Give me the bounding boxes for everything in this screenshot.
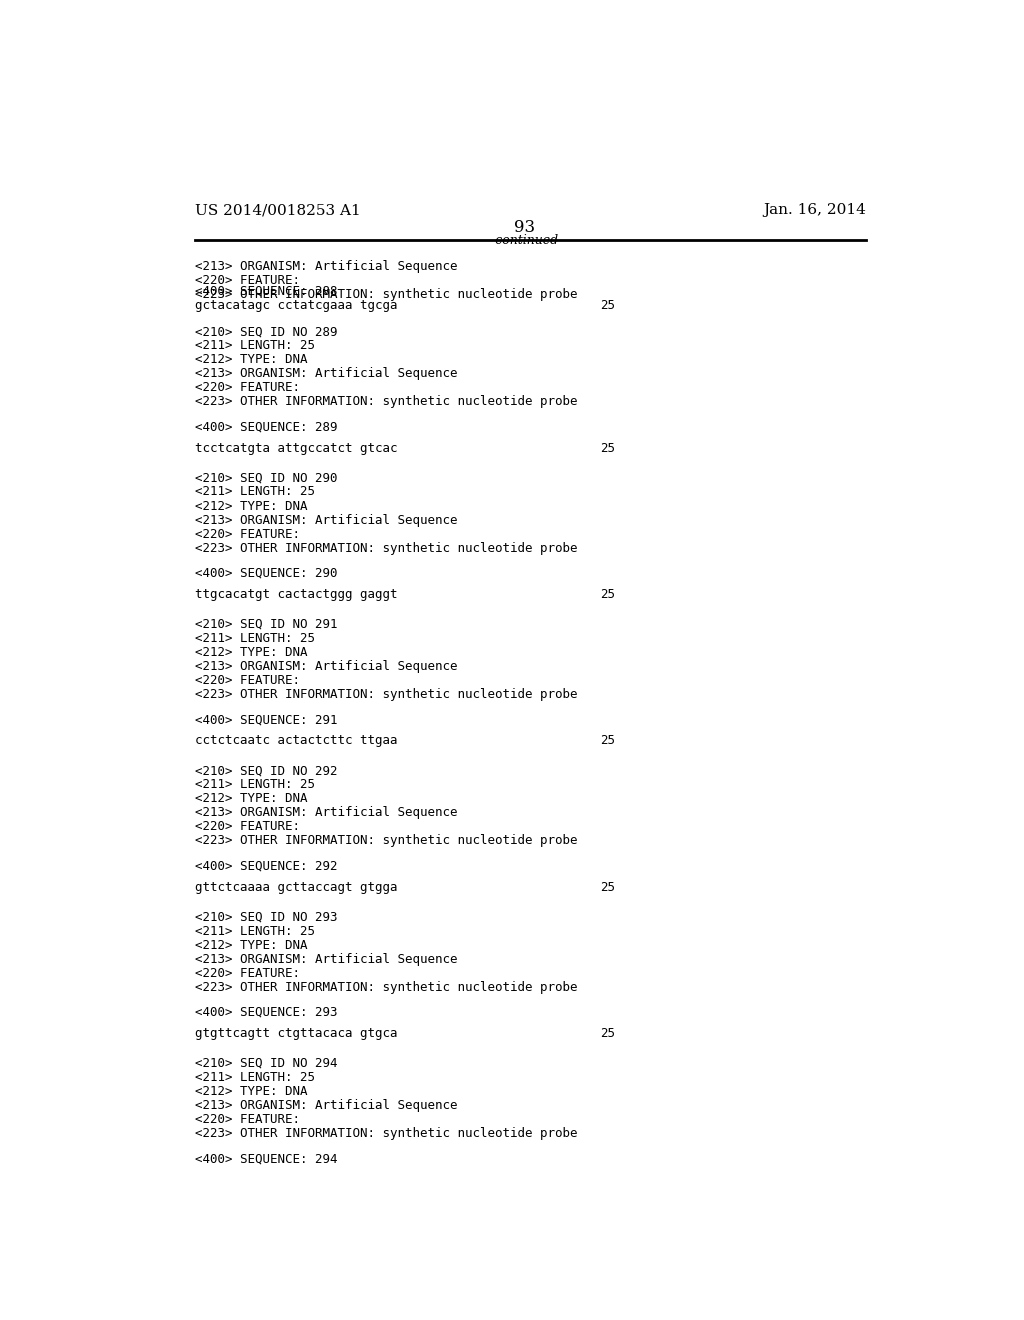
Text: <400> SEQUENCE: 292: <400> SEQUENCE: 292 <box>196 859 338 873</box>
Text: <213> ORGANISM: Artificial Sequence: <213> ORGANISM: Artificial Sequence <box>196 807 458 820</box>
Text: <211> LENGTH: 25: <211> LENGTH: 25 <box>196 339 315 352</box>
Text: -continued: -continued <box>492 234 558 247</box>
Text: <213> ORGANISM: Artificial Sequence: <213> ORGANISM: Artificial Sequence <box>196 1100 458 1111</box>
Text: <211> LENGTH: 25: <211> LENGTH: 25 <box>196 924 315 937</box>
Text: 25: 25 <box>600 298 615 312</box>
Text: ttgcacatgt cactactggg gaggt: ttgcacatgt cactactggg gaggt <box>196 587 398 601</box>
Text: <220> FEATURE:: <220> FEATURE: <box>196 381 300 395</box>
Text: 25: 25 <box>600 734 615 747</box>
Text: <220> FEATURE:: <220> FEATURE: <box>196 275 300 286</box>
Text: <400> SEQUENCE: 293: <400> SEQUENCE: 293 <box>196 1006 338 1019</box>
Text: <400> SEQUENCE: 290: <400> SEQUENCE: 290 <box>196 566 338 579</box>
Text: <210> SEQ ID NO 289: <210> SEQ ID NO 289 <box>196 325 338 338</box>
Text: 25: 25 <box>600 880 615 894</box>
Text: <211> LENGTH: 25: <211> LENGTH: 25 <box>196 632 315 645</box>
Text: <223> OTHER INFORMATION: synthetic nucleotide probe: <223> OTHER INFORMATION: synthetic nucle… <box>196 834 578 847</box>
Text: <223> OTHER INFORMATION: synthetic nucleotide probe: <223> OTHER INFORMATION: synthetic nucle… <box>196 688 578 701</box>
Text: <223> OTHER INFORMATION: synthetic nucleotide probe: <223> OTHER INFORMATION: synthetic nucle… <box>196 288 578 301</box>
Text: <210> SEQ ID NO 290: <210> SEQ ID NO 290 <box>196 471 338 484</box>
Text: <223> OTHER INFORMATION: synthetic nucleotide probe: <223> OTHER INFORMATION: synthetic nucle… <box>196 1127 578 1140</box>
Text: 25: 25 <box>600 441 615 454</box>
Text: 25: 25 <box>600 1027 615 1040</box>
Text: tcctcatgta attgccatct gtcac: tcctcatgta attgccatct gtcac <box>196 441 398 454</box>
Text: <220> FEATURE:: <220> FEATURE: <box>196 966 300 979</box>
Text: <220> FEATURE:: <220> FEATURE: <box>196 675 300 686</box>
Text: <400> SEQUENCE: 291: <400> SEQUENCE: 291 <box>196 713 338 726</box>
Text: gtgttcagtt ctgttacaca gtgca: gtgttcagtt ctgttacaca gtgca <box>196 1027 398 1040</box>
Text: <210> SEQ ID NO 291: <210> SEQ ID NO 291 <box>196 618 338 631</box>
Text: <212> TYPE: DNA: <212> TYPE: DNA <box>196 939 308 952</box>
Text: <213> ORGANISM: Artificial Sequence: <213> ORGANISM: Artificial Sequence <box>196 953 458 966</box>
Text: <213> ORGANISM: Artificial Sequence: <213> ORGANISM: Artificial Sequence <box>196 260 458 273</box>
Text: <211> LENGTH: 25: <211> LENGTH: 25 <box>196 1071 315 1084</box>
Text: <213> ORGANISM: Artificial Sequence: <213> ORGANISM: Artificial Sequence <box>196 367 458 380</box>
Text: <223> OTHER INFORMATION: synthetic nucleotide probe: <223> OTHER INFORMATION: synthetic nucle… <box>196 541 578 554</box>
Text: 93: 93 <box>514 219 536 236</box>
Text: <223> OTHER INFORMATION: synthetic nucleotide probe: <223> OTHER INFORMATION: synthetic nucle… <box>196 981 578 994</box>
Text: <400> SEQUENCE: 288: <400> SEQUENCE: 288 <box>196 284 338 297</box>
Text: <212> TYPE: DNA: <212> TYPE: DNA <box>196 792 308 805</box>
Text: <220> FEATURE:: <220> FEATURE: <box>196 820 300 833</box>
Text: <213> ORGANISM: Artificial Sequence: <213> ORGANISM: Artificial Sequence <box>196 660 458 673</box>
Text: <212> TYPE: DNA: <212> TYPE: DNA <box>196 1085 308 1098</box>
Text: 25: 25 <box>600 587 615 601</box>
Text: <210> SEQ ID NO 294: <210> SEQ ID NO 294 <box>196 1057 338 1071</box>
Text: <400> SEQUENCE: 294: <400> SEQUENCE: 294 <box>196 1152 338 1166</box>
Text: <212> TYPE: DNA: <212> TYPE: DNA <box>196 499 308 512</box>
Text: gctacatagc cctatcgaaa tgcga: gctacatagc cctatcgaaa tgcga <box>196 298 398 312</box>
Text: <212> TYPE: DNA: <212> TYPE: DNA <box>196 645 308 659</box>
Text: gttctcaaaa gcttaccagt gtgga: gttctcaaaa gcttaccagt gtgga <box>196 880 398 894</box>
Text: <211> LENGTH: 25: <211> LENGTH: 25 <box>196 779 315 791</box>
Text: <211> LENGTH: 25: <211> LENGTH: 25 <box>196 486 315 499</box>
Text: <212> TYPE: DNA: <212> TYPE: DNA <box>196 354 308 366</box>
Text: Jan. 16, 2014: Jan. 16, 2014 <box>763 203 866 216</box>
Text: <213> ORGANISM: Artificial Sequence: <213> ORGANISM: Artificial Sequence <box>196 513 458 527</box>
Text: cctctcaatc actactcttc ttgaa: cctctcaatc actactcttc ttgaa <box>196 734 398 747</box>
Text: <210> SEQ ID NO 292: <210> SEQ ID NO 292 <box>196 764 338 777</box>
Text: <223> OTHER INFORMATION: synthetic nucleotide probe: <223> OTHER INFORMATION: synthetic nucle… <box>196 395 578 408</box>
Text: <220> FEATURE:: <220> FEATURE: <box>196 528 300 541</box>
Text: <400> SEQUENCE: 289: <400> SEQUENCE: 289 <box>196 421 338 433</box>
Text: <220> FEATURE:: <220> FEATURE: <box>196 1113 300 1126</box>
Text: <210> SEQ ID NO 293: <210> SEQ ID NO 293 <box>196 911 338 924</box>
Text: US 2014/0018253 A1: US 2014/0018253 A1 <box>196 203 361 216</box>
